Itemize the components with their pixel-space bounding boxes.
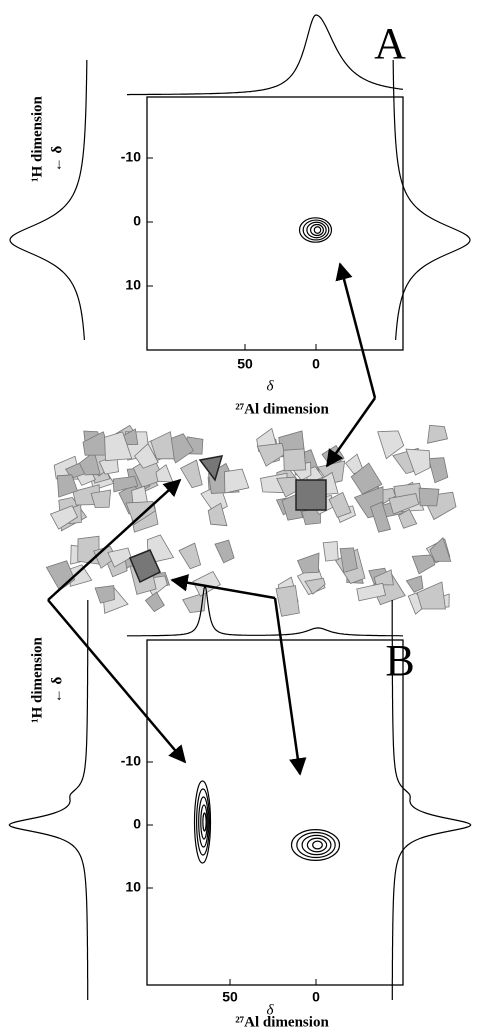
y-tick-label: -10: [121, 149, 141, 165]
plot-frame: [147, 640, 403, 985]
polyhedron: [429, 458, 448, 483]
polyhedron: [276, 586, 299, 617]
polyhedron: [329, 492, 351, 517]
polyhedron: [412, 555, 435, 574]
x-axis-symbol: δ: [267, 378, 275, 394]
arrow: [275, 598, 300, 774]
polyhedron: [145, 592, 164, 611]
polyhedron: [215, 540, 234, 563]
polyhedron: [298, 553, 320, 573]
crystal-structures: [46, 425, 456, 616]
highlight-polyhedron: [296, 480, 326, 510]
spectrum-panel: 50 0 -10 0 10 Aδ ²⁷Al dimension ¹H dimension← δ: [10, 15, 470, 417]
y-axis-symbol: ← δ: [49, 146, 65, 173]
polyhedron: [225, 469, 249, 493]
projection-top: [127, 15, 403, 95]
projection-right: [393, 60, 470, 340]
polyhedron: [323, 542, 338, 562]
contour: [314, 227, 320, 233]
contour: [292, 830, 340, 861]
y-axis-label: ¹H dimension: [29, 636, 45, 722]
polyhedron: [419, 488, 439, 506]
polyhedron: [428, 425, 448, 443]
x-axis-label: ²⁷Al dimension: [235, 1014, 329, 1029]
panel-label: A: [374, 19, 406, 68]
polyhedron: [406, 576, 423, 592]
y-tick-label: 10: [125, 277, 141, 293]
arrow: [48, 600, 185, 762]
polyhedron: [284, 449, 306, 471]
arrow: [327, 398, 375, 466]
contour: [300, 218, 332, 242]
y-axis-symbol: ← δ: [49, 677, 65, 704]
polyhedron: [179, 543, 201, 569]
arrow: [340, 264, 375, 398]
projection-left: [9, 600, 88, 1000]
x-tick-label: 0: [312, 989, 320, 1005]
figure: 500-10010Aδ²⁷Al dimension¹H dimension← δ…: [0, 0, 477, 1029]
contour: [313, 841, 323, 849]
y-tick-label: 0: [133, 213, 141, 229]
x-tick-label: 50: [237, 356, 253, 372]
arrow: [172, 580, 275, 598]
polyhedron: [181, 460, 203, 488]
plot-frame: [147, 97, 403, 350]
panel-label: B: [385, 636, 414, 685]
contour: [307, 838, 326, 852]
polyhedron: [51, 506, 78, 529]
y-tick-label: 10: [125, 879, 141, 895]
contour: [203, 813, 206, 831]
x-tick-label: 50: [222, 989, 238, 1005]
polyhedron: [257, 443, 285, 466]
y-tick-label: 0: [133, 816, 141, 832]
x-tick-label: 0: [312, 356, 320, 372]
x-axis-label: ²⁷Al dimension: [235, 401, 329, 417]
y-tick-label: -10: [121, 753, 141, 769]
projection-left: [10, 60, 87, 340]
contour: [311, 225, 324, 236]
y-axis-label: ¹H dimension: [29, 95, 45, 181]
polyhedron: [95, 586, 114, 604]
